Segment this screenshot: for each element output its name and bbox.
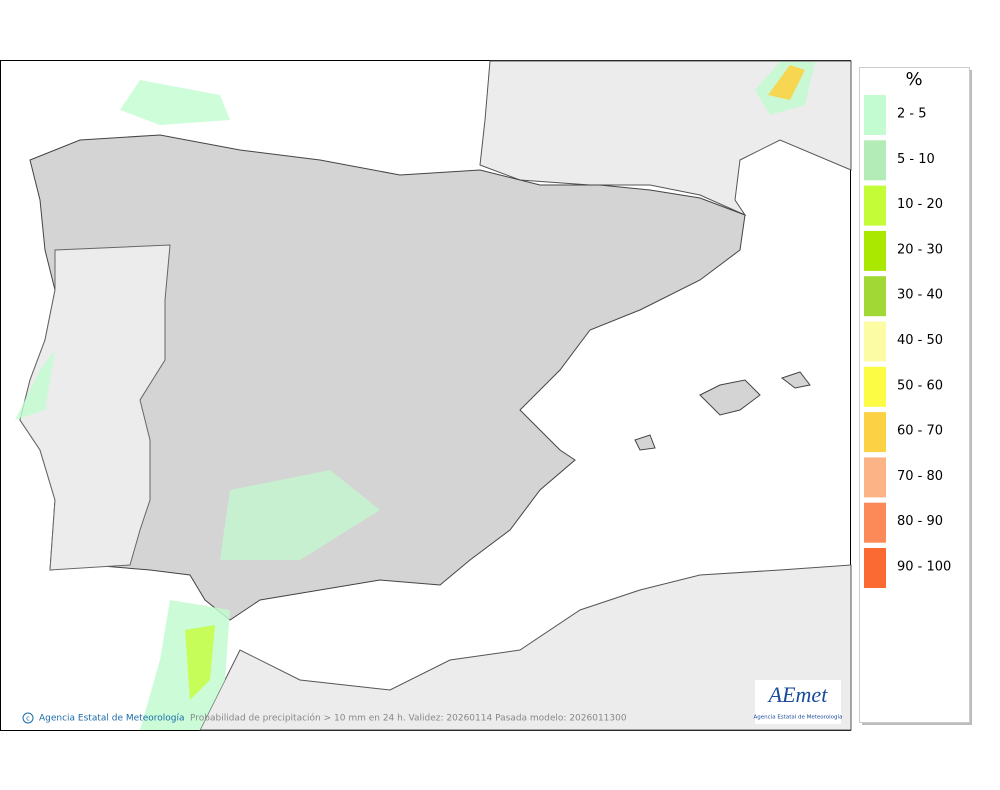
legend-swatch xyxy=(864,185,886,226)
legend-swatch xyxy=(864,457,886,498)
legend-items: 2 - 5 5 - 10 10 - 20 20 - 30 30 - 40 40 - 50 5… xyxy=(864,95,951,588)
precip-area xyxy=(120,80,230,125)
precip-area xyxy=(15,350,55,420)
legend-swatch xyxy=(864,230,886,271)
legend-label: 50 - 60 xyxy=(897,378,943,393)
legend-swatch xyxy=(864,412,886,453)
logo-box xyxy=(755,680,841,724)
legend-swatch xyxy=(864,366,886,407)
africa xyxy=(199,564,852,731)
credit: Agencia Estatal de Meteorología xyxy=(39,714,185,724)
legend-swatch xyxy=(864,95,886,135)
legend-title: % xyxy=(905,69,922,90)
copyright-icon: c xyxy=(26,715,30,723)
menorca xyxy=(780,371,811,389)
precip-area xyxy=(220,470,380,560)
legend-label: 90 - 100 xyxy=(897,560,951,575)
legend-label: 80 - 90 xyxy=(897,514,943,529)
legend-swatch xyxy=(864,140,886,181)
legend-swatch xyxy=(864,548,886,588)
precip-area xyxy=(768,65,805,100)
legend-label: 40 - 50 xyxy=(897,333,943,348)
legend-label: 10 - 20 xyxy=(897,197,943,212)
copyright-icon xyxy=(22,712,34,724)
logo: AEmet xyxy=(767,682,829,707)
legend-label: 30 - 40 xyxy=(897,288,943,303)
precip-area xyxy=(185,625,215,700)
legend-label: 20 - 30 xyxy=(897,242,943,257)
portugal xyxy=(19,244,171,571)
legend-label: 70 - 80 xyxy=(897,469,943,484)
france xyxy=(479,60,852,217)
legend-swatch xyxy=(864,276,886,317)
mallorca xyxy=(699,379,761,416)
legend-label: 5 - 10 xyxy=(897,152,935,167)
legend-swatch xyxy=(864,321,886,362)
legend-label: 60 - 70 xyxy=(897,424,943,439)
caption: Probabilidad de precipitación > 10 mm en… xyxy=(190,713,627,724)
ibiza xyxy=(634,434,656,451)
legend-label: 2 - 5 xyxy=(897,107,927,122)
logo-subtitle: Agencia Estatal de Meteorología xyxy=(754,714,843,721)
legend-swatch xyxy=(864,502,886,543)
